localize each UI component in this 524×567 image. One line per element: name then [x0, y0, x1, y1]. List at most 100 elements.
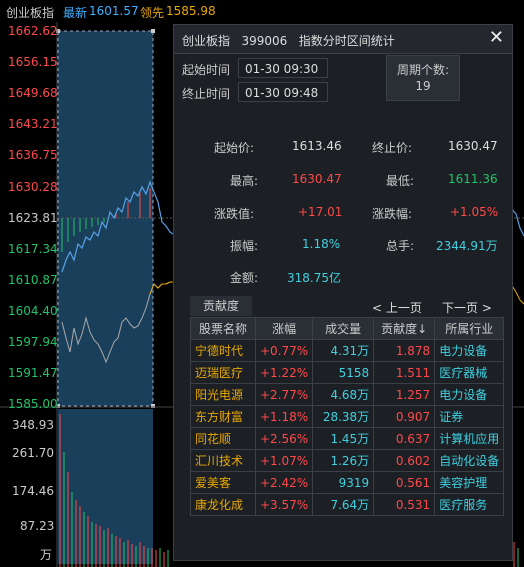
- stock-name-cell: 东方财富: [190, 405, 256, 428]
- price-axis-label: 1617.34: [8, 241, 58, 256]
- change-pct-cell: +1.22%: [254, 361, 314, 384]
- industry-cell: 医疗器械: [434, 361, 505, 384]
- amount-label: 金额:: [230, 271, 259, 285]
- stock-name-cell: 迈瑞医疗: [190, 361, 256, 384]
- dialog-title: 创业板指 399006 指数分时区间统计: [182, 32, 395, 49]
- contribution-table: 股票名称 涨幅 成交量 贡献度↓ 所属行业 宁德时代 +0.77% 4.31万 1.8…: [190, 317, 505, 516]
- industry-cell: 电力设备: [434, 383, 505, 406]
- volume-cell: 9319: [312, 471, 375, 494]
- change-label: 涨跌值:: [214, 207, 255, 221]
- volume-axis-unit: 万: [40, 548, 53, 562]
- turnover-value: 2344.91万: [436, 239, 498, 253]
- col-industry[interactable]: 所属行业: [434, 317, 505, 340]
- end-time-input[interactable]: 01-30 09:48: [238, 82, 328, 102]
- selection-handle-bl[interactable]: [56, 404, 60, 408]
- selection-handle-tr[interactable]: [151, 29, 155, 33]
- volume-cell: 4.31万: [312, 339, 375, 362]
- volume-cell: 5158: [312, 361, 375, 384]
- price-axis-label: 1585.00: [8, 397, 58, 412]
- high-value: 1630.47: [292, 172, 342, 186]
- change-value: +17.01: [298, 205, 343, 219]
- industry-cell: 电力设备: [434, 339, 505, 362]
- price-axis-label: 1656.15: [8, 55, 58, 70]
- chart-canvas[interactable]: [0, 22, 524, 567]
- contribution-cell: 1.257: [373, 383, 436, 406]
- amplitude-value: 1.18%: [302, 237, 341, 251]
- chart-header: 创业板指 最新 1601.57 领先 1585.98: [0, 0, 524, 22]
- change-pct-cell: +1.07%: [254, 449, 314, 472]
- price-axis-label: 1610.87: [8, 272, 58, 287]
- change-pct-cell: +2.77%: [254, 383, 314, 406]
- price-axis-label: 1643.21: [8, 117, 58, 132]
- col-contribution[interactable]: 贡献度↓: [373, 317, 436, 340]
- leading-value: 1585.98: [166, 4, 216, 18]
- volume-cell: 4.68万: [312, 383, 375, 406]
- start-time-label: 起始时间: [182, 63, 231, 77]
- dialog-index-code: 399006: [241, 34, 288, 48]
- price-line-right: [510, 207, 524, 237]
- table-row[interactable]: 康龙化成 +3.57% 7.64万 0.531 医疗服务: [190, 493, 505, 516]
- volume-cell: 7.64万: [312, 493, 375, 516]
- tick-bars: [61, 188, 151, 252]
- table-row[interactable]: 汇川技术 +1.07% 1.26万 0.602 自动化设备: [190, 449, 505, 472]
- stock-name-cell: 康龙化成: [190, 493, 256, 516]
- volume-cell: 1.45万: [312, 427, 375, 450]
- table-row[interactable]: 同花顺 +2.56% 1.45万 0.637 计算机应用: [190, 427, 505, 450]
- industry-cell: 美容护理: [434, 471, 505, 494]
- price-axis-label: 1597.94: [8, 335, 58, 349]
- industry-cell: 医疗服务: [434, 493, 505, 516]
- table-row[interactable]: 爱美客 +2.42% 9319 0.561 美容护理: [190, 471, 505, 494]
- prev-page-button[interactable]: < 上一页: [372, 301, 422, 315]
- col-volume[interactable]: 成交量: [312, 317, 375, 340]
- end-time-label: 终止时间: [182, 87, 231, 101]
- col-change-pct[interactable]: 涨幅: [254, 317, 314, 340]
- industry-cell: 证券: [434, 405, 505, 428]
- period-count-label: 周期个数:: [396, 63, 450, 77]
- volume-selection: [58, 409, 153, 564]
- price-axis-label: 1630.28: [8, 179, 58, 194]
- contribution-cell: 0.637: [373, 427, 436, 450]
- volume-cell: 1.26万: [312, 449, 375, 472]
- period-count-value: 19: [415, 79, 431, 93]
- volume-bars: [59, 414, 519, 567]
- low-label: 最低:: [386, 174, 415, 188]
- next-page-button[interactable]: 下一页 >: [442, 301, 492, 315]
- stock-name-cell: 同花顺: [190, 427, 256, 450]
- price-axis-label: 1604.40: [8, 303, 58, 318]
- contribution-cell: 0.561: [373, 471, 436, 494]
- high-label: 最高:: [230, 174, 259, 188]
- close-icon[interactable]: ✕: [488, 27, 504, 48]
- table-row[interactable]: 阳光电源 +2.77% 4.68万 1.257 电力设备: [190, 383, 505, 406]
- avg-line-right: [510, 283, 524, 305]
- dialog-title-bar[interactable]: 创业板指 399006 指数分时区间统计 ✕: [174, 25, 512, 54]
- volume-axis-label-4: 87.23: [20, 519, 55, 533]
- dialog-index-name: 创业板指: [182, 34, 231, 48]
- price-axis-label: 1591.47: [8, 366, 58, 381]
- tab-contribution[interactable]: 贡献度: [190, 296, 252, 316]
- selection-handle-br[interactable]: [151, 404, 155, 408]
- industry-cell: 自动化设备: [434, 449, 505, 472]
- amount-value: 318.75亿: [287, 271, 341, 285]
- interval-stats-dialog[interactable]: 创业板指 399006 指数分时区间统计 ✕ 起始时间 01-30 09:30 …: [173, 24, 513, 561]
- selection-handle-tl[interactable]: [56, 29, 60, 33]
- change-pct-label: 涨跌幅:: [372, 207, 413, 221]
- table-row[interactable]: 迈瑞医疗 +1.22% 5158 1.511 医疗器械: [190, 361, 505, 384]
- price-axis-label: 1623.81: [8, 210, 58, 225]
- start-price-label: 起始价:: [214, 141, 255, 155]
- contribution-cell: 1.511: [373, 361, 436, 384]
- start-time-input[interactable]: 01-30 09:30: [238, 58, 328, 78]
- stock-name-cell: 宁德时代: [190, 339, 256, 362]
- volume-axis-label-1: 348.93: [12, 418, 54, 432]
- amplitude-label: 振幅:: [230, 239, 259, 253]
- change-pct-cell: +2.42%: [254, 471, 314, 494]
- start-price-value: 1613.46: [292, 139, 342, 153]
- volume-axis-label-2: 261.70: [12, 446, 54, 460]
- contribution-cell: 0.907: [373, 405, 436, 428]
- stock-name-cell: 阳光电源: [190, 383, 256, 406]
- intraday-chart[interactable]: 1662.62 1656.15 1649.68 1643.21 1636.75 1630.…: [0, 22, 524, 567]
- price-axis-label: 1662.62: [8, 24, 58, 38]
- col-stock-name[interactable]: 股票名称: [190, 317, 256, 340]
- table-row[interactable]: 东方财富 +1.18% 28.38万 0.907 证券: [190, 405, 505, 428]
- price-axis-label: 1636.75: [8, 148, 58, 163]
- table-row[interactable]: 宁德时代 +0.77% 4.31万 1.878 电力设备: [190, 339, 505, 362]
